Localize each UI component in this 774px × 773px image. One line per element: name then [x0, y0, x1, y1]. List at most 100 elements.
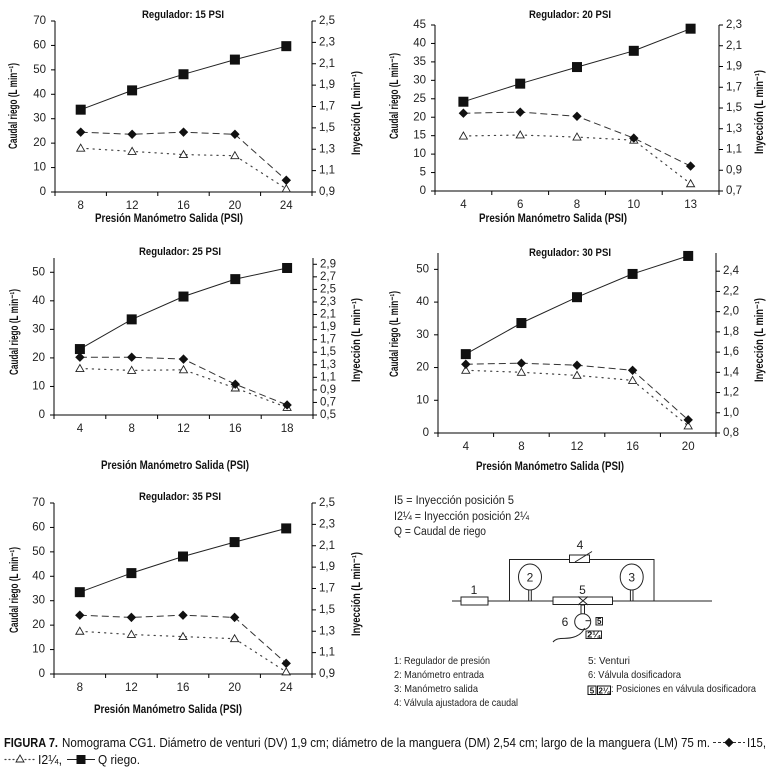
y2-tick-label: 2,5	[319, 15, 335, 27]
caption-legend-q: Q riego.	[67, 753, 140, 767]
dosing-valve-stem	[580, 604, 585, 615]
series-q-riego	[460, 250, 694, 360]
marker-i15	[572, 360, 582, 370]
y-tick-label: 40	[416, 296, 429, 308]
marker-i15	[281, 658, 291, 669]
x-tick-label: 20	[229, 200, 242, 212]
x-tick-label: 24	[280, 200, 293, 212]
y-axis-title: Caudal riego (L min⁻¹)	[389, 291, 401, 377]
y-tick-label: 20	[413, 111, 426, 123]
marker-i2-1-4	[281, 183, 292, 193]
y2-tick-label: 1,5	[319, 122, 335, 134]
x-tick-label: 4	[460, 199, 467, 211]
manometer-in-stem	[528, 588, 532, 602]
label-manometer-in: 2	[527, 571, 534, 585]
y-tick-label: 15	[413, 130, 426, 142]
marker-i2-1-4	[572, 370, 582, 379]
x-tick-label: 10	[627, 199, 640, 211]
y-axis-title: Caudal riego (L min⁻¹)	[389, 53, 401, 139]
y-tick-label: 10	[413, 148, 426, 160]
y-axis-title: Caudal riego (L min⁻¹)	[8, 63, 20, 149]
marker-i2-1-4	[515, 130, 525, 139]
chart-regulador-30-psi: Regulador: 30 PSI 0 10 20 30 40 50 0,8 1,0 1,2 1,4…	[389, 247, 766, 473]
y2-tick-label: 1,5	[320, 346, 336, 358]
y2-tick-label: 2,5	[320, 283, 336, 295]
marker-q-riego	[178, 69, 189, 80]
marker-i15	[683, 415, 693, 425]
x-tick-label: 8	[518, 441, 524, 453]
marker-i2-1-4	[229, 633, 240, 643]
y-tick-label: 10	[416, 394, 429, 406]
marker-q-riego	[126, 314, 137, 325]
x-tick-label: 8	[77, 200, 83, 212]
marker-q-riego	[460, 349, 471, 360]
y2-tick-label: 2,7	[320, 271, 336, 283]
component-item: 1: Regulador de presión	[394, 655, 490, 667]
y-tick-label: 10	[33, 162, 46, 174]
y-tick-label: 70	[32, 497, 45, 509]
x-tick-label: 8	[574, 199, 580, 211]
series-q-riego	[75, 41, 292, 115]
y-tick-label: 10	[32, 380, 45, 392]
y2-axis-title: Inyección (L min⁻¹)	[754, 70, 766, 154]
marker-q-riego	[685, 23, 696, 34]
y2-tick-label: 2,9	[320, 258, 336, 270]
marker-i15	[229, 612, 240, 623]
marker-i15	[281, 175, 292, 185]
marker-i15	[126, 612, 137, 623]
marker-i2-1-4	[126, 629, 137, 638]
marker-i2-1-4	[458, 131, 469, 140]
series-i2-1-4	[75, 143, 292, 193]
y2-tick-label: 1,1	[319, 165, 335, 177]
y-tick-label: 50	[416, 263, 429, 275]
marker-q-riego	[281, 41, 292, 52]
series-i15	[75, 352, 292, 410]
x-tick-label: 12	[126, 200, 139, 212]
y2-axis-title: Inyección (L min⁻¹)	[351, 71, 363, 155]
marker-q-riego	[74, 344, 85, 355]
y2-tick-label: 2,3	[319, 36, 335, 48]
component-item: 2: Manómetro entrada	[394, 669, 484, 681]
x-tick-label: 4	[463, 441, 470, 453]
marker-i15	[126, 352, 137, 362]
y-axis-title: Caudal riego (L min⁻¹)	[9, 289, 21, 375]
marker-i2-1-4	[572, 132, 582, 141]
y-tick-label: 30	[33, 113, 46, 125]
chart-title: Regulador: 15 PSI	[142, 9, 224, 21]
label-valve: 4	[577, 538, 584, 552]
caption-legend-q-label: Q riego.	[98, 753, 140, 767]
diamond-icon	[724, 737, 734, 748]
chart-title: Regulador: 35 PSI	[139, 491, 221, 503]
y2-tick-label: 2,4	[723, 265, 740, 277]
y-tick-label: 70	[33, 15, 46, 27]
caption-legend-i15-label: I15,	[747, 736, 766, 750]
position-box-5	[595, 617, 603, 626]
y2-tick-label: 1,3	[319, 143, 335, 155]
y-tick-label: 20	[32, 619, 45, 631]
series-i15	[458, 107, 696, 171]
marker-i2-1-4	[126, 365, 137, 374]
positions-note-label-5: 5	[590, 687, 595, 696]
x-tick-label: 20	[682, 441, 695, 453]
series-i15	[461, 358, 693, 425]
position-box-2-1-4	[585, 630, 602, 639]
manometer-out-gauge	[619, 563, 644, 591]
chart-regulador-20-psi: Regulador: 20 PSI 0 5 10 15 20 25 30 35 40 45 0,7 0,…	[389, 9, 766, 225]
chart-regulador-15-psi: Regulador: 15 PSI 0 10 20 30 40 50 60 70 0,9 1,1 1,…	[8, 9, 363, 225]
marker-i2-1-4	[75, 143, 86, 152]
venturi-cross-b	[577, 596, 589, 606]
y-tick-label: 50	[32, 546, 45, 558]
series-i2-1-4	[458, 130, 696, 188]
dosing-valve	[574, 613, 592, 631]
position-label-2-1-4: 2¼	[587, 631, 602, 640]
y-tick-label: 0	[39, 668, 45, 680]
square-icon	[76, 755, 86, 764]
y2-tick-label: 1,7	[726, 81, 742, 93]
y2-tick-label: 0,7	[726, 185, 742, 197]
component-item: 5: Venturi	[588, 655, 630, 667]
valve-adjust-arrow-icon	[574, 551, 593, 563]
marker-q-riego	[229, 54, 240, 65]
marker-i2-1-4	[230, 150, 240, 160]
y-tick-label: 50	[32, 266, 45, 278]
